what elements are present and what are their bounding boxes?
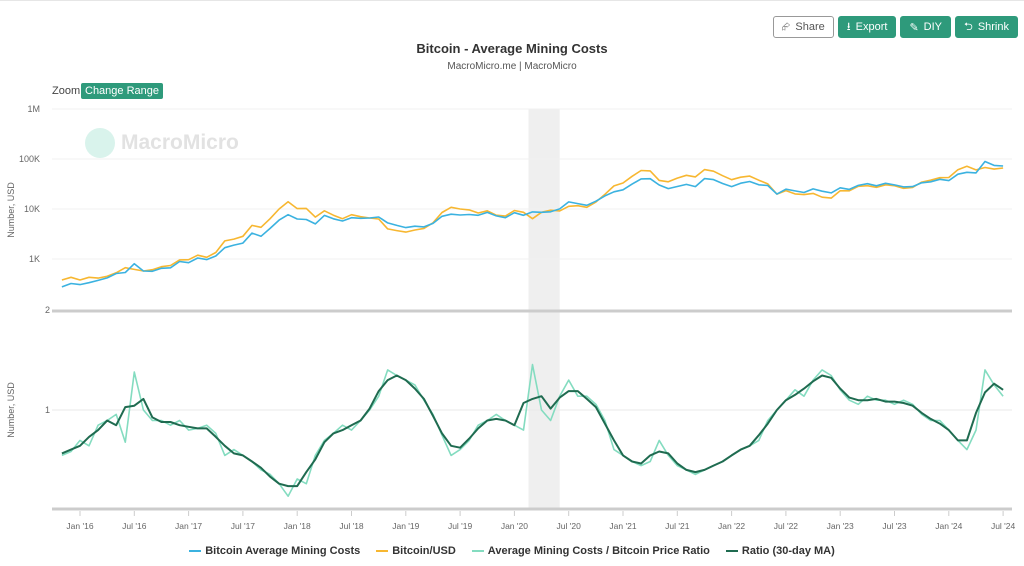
- x-tick-label: Jan '17: [175, 521, 202, 531]
- legend-label: Ratio (30-day MA): [741, 545, 835, 557]
- y-axis-title: Number, USD: [6, 182, 16, 238]
- shrink-label: Shrink: [977, 21, 1009, 33]
- series-mining-costs: [61, 160, 1004, 288]
- series-btc-usd: [61, 165, 1004, 281]
- macromicro-logo-icon: [85, 128, 115, 158]
- x-tick-label: Jul '18: [339, 521, 364, 531]
- chart-subtitle: MacroMicro.me | MacroMicro: [447, 61, 577, 72]
- x-tick-label: Jan '19: [392, 521, 419, 531]
- shrink-icon: ⮌: [964, 20, 973, 33]
- legend-item-ratio-ma[interactable]: Ratio (30-day MA): [725, 545, 835, 557]
- x-tick-label: Jan '24: [935, 521, 962, 531]
- x-tick-label: Jul '24: [991, 521, 1016, 531]
- x-tick-label: Jul '16: [122, 521, 147, 531]
- legend-item-btc-usd[interactable]: Bitcoin/USD: [376, 545, 456, 557]
- y-tick-label: 1K: [29, 254, 40, 264]
- y-tick-label: 100K: [19, 154, 40, 164]
- change-range-button[interactable]: Change Range: [81, 83, 164, 99]
- download-icon: ⭳: [846, 20, 851, 33]
- x-tick-label: Jul '20: [557, 521, 582, 531]
- share-button[interactable]: ⮳ Share: [772, 16, 834, 38]
- top-border: [0, 0, 1024, 1]
- y-tick-label: 1M: [27, 104, 40, 114]
- legend-item-ratio[interactable]: Average Mining Costs / Bitcoin Price Rat…: [471, 545, 710, 557]
- x-tick-label: Jul '21: [665, 521, 690, 531]
- y-tick-label: 2: [45, 305, 50, 315]
- export-label: Export: [855, 21, 888, 33]
- legend-swatch: [189, 550, 202, 552]
- share-icon: ⮳: [781, 20, 791, 33]
- x-tick-label: Jul '22: [774, 521, 799, 531]
- x-tick-label: Jan '23: [827, 521, 854, 531]
- chart-title: Bitcoin - Average Mining Costs: [416, 41, 608, 56]
- legend-label: Bitcoin Average Mining Costs: [205, 545, 361, 557]
- shrink-button[interactable]: ⮌ Shrink: [955, 16, 1018, 38]
- x-tick-label: Jul '19: [448, 521, 473, 531]
- y-tick-label: 10K: [24, 204, 40, 214]
- legend-label: Bitcoin/USD: [392, 545, 456, 557]
- toolbar: ⮳ Share ⭳ Export ✎ DIY ⮌ Shrink: [772, 16, 1018, 38]
- legend-swatch: [471, 550, 484, 552]
- x-tick-label: Jan '21: [609, 521, 636, 531]
- x-tick-label: Jan '20: [501, 521, 528, 531]
- x-tick-label: Jan '22: [718, 521, 745, 531]
- y-tick-label: 1: [45, 405, 50, 415]
- legend: Bitcoin Average Mining Costs Bitcoin/USD…: [0, 545, 1024, 557]
- watermark: MacroMicro: [85, 128, 239, 158]
- series-ratio-ma: [61, 374, 1004, 488]
- export-button[interactable]: ⭳ Export: [837, 16, 897, 38]
- legend-swatch: [376, 550, 389, 552]
- x-tick-label: Jan '16: [66, 521, 93, 531]
- x-tick-label: Jan '18: [284, 521, 311, 531]
- diy-button[interactable]: ✎ DIY: [900, 16, 951, 38]
- legend-label: Average Mining Costs / Bitcoin Price Rat…: [487, 545, 710, 557]
- pencil-icon: ✎: [909, 21, 919, 34]
- legend-swatch: [725, 550, 738, 552]
- x-tick-label: Jul '17: [231, 521, 256, 531]
- zoom-label: Zoom: [52, 85, 81, 97]
- legend-item-mining-costs[interactable]: Bitcoin Average Mining Costs: [189, 545, 360, 557]
- share-label: Share: [795, 21, 825, 33]
- y-axis-title: Number, USD: [6, 382, 16, 438]
- shaded-period: [528, 109, 560, 508]
- watermark-text: MacroMicro: [121, 131, 239, 154]
- x-tick-label: Jul '23: [882, 521, 907, 531]
- diy-label: DIY: [923, 21, 942, 33]
